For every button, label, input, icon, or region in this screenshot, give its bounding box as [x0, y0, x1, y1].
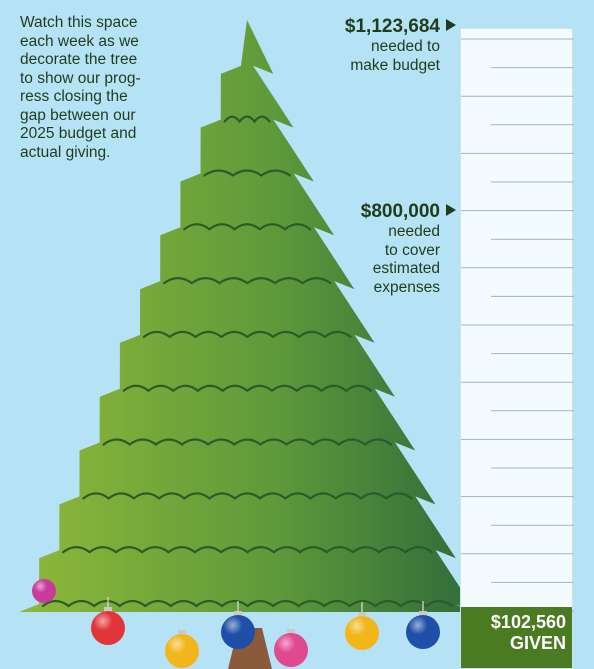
- branch-line: [142, 330, 352, 339]
- budget-goal-desc-1: needed to: [371, 38, 440, 55]
- expenses-goal-desc-1: needed: [388, 223, 440, 240]
- expenses-goal-amount: $800,000: [361, 201, 456, 223]
- ornament-icon: [91, 597, 125, 645]
- expenses-goal: $800,000 needed to cover estimated expen…: [361, 201, 456, 297]
- budget-goal: $1,123,684 needed to make budget: [345, 16, 456, 75]
- expenses-goal-desc-3: estimated: [372, 260, 440, 277]
- intro-line: Watch this space: [20, 14, 138, 31]
- expenses-goal-desc-2: to cover: [384, 241, 440, 259]
- intro-line: 2025 budget and: [20, 125, 137, 142]
- given-amount: $102,560: [490, 612, 566, 632]
- intro-line: actual giving.: [20, 143, 111, 161]
- intro-line: gap between our: [20, 106, 136, 124]
- ornament-icon: [345, 602, 379, 650]
- intro-line: ress closing the: [20, 88, 128, 105]
- budget-goal-desc-2: make budget: [350, 56, 440, 74]
- branch-line: [203, 169, 291, 177]
- christmas-tree-illustration: [19, 20, 475, 669]
- expenses-goal-desc-4: expenses: [373, 278, 440, 296]
- branch-line: [82, 492, 413, 500]
- branch-line: [102, 438, 393, 446]
- thermometer-ticks: [461, 38, 574, 612]
- intro-line: decorate the tree: [20, 51, 138, 68]
- branch-line: [41, 599, 454, 608]
- progress-fill: $102,560 GIVEN: [461, 607, 572, 668]
- ornament-icon: [221, 601, 255, 649]
- ornament-icon: [165, 620, 199, 668]
- arrow-right-icon: [446, 204, 456, 216]
- branch-line: [162, 276, 332, 285]
- intro-line: each week as we: [20, 32, 139, 50]
- branch-line: [122, 384, 373, 393]
- given-label: $102,560 GIVEN: [491, 612, 566, 654]
- tree-branches: [41, 115, 454, 608]
- ornament-icon: [274, 619, 308, 667]
- intro-line: to show our prog-: [20, 69, 141, 87]
- ornament-icon: [406, 601, 440, 649]
- branch-line: [223, 115, 271, 124]
- branch-line: [183, 223, 312, 231]
- intro-text: Watch this space each week as we decorat…: [20, 14, 190, 162]
- given-text: GIVEN: [509, 633, 566, 653]
- budget-goal-amount: $1,123,684: [345, 16, 456, 38]
- ornaments: [32, 579, 440, 668]
- tree-body: [19, 20, 475, 612]
- ornament-icon: [32, 579, 56, 603]
- branch-line: [62, 546, 433, 554]
- arrow-right-icon: [446, 19, 456, 31]
- progress-thermometer: $102,560 GIVEN: [460, 28, 574, 669]
